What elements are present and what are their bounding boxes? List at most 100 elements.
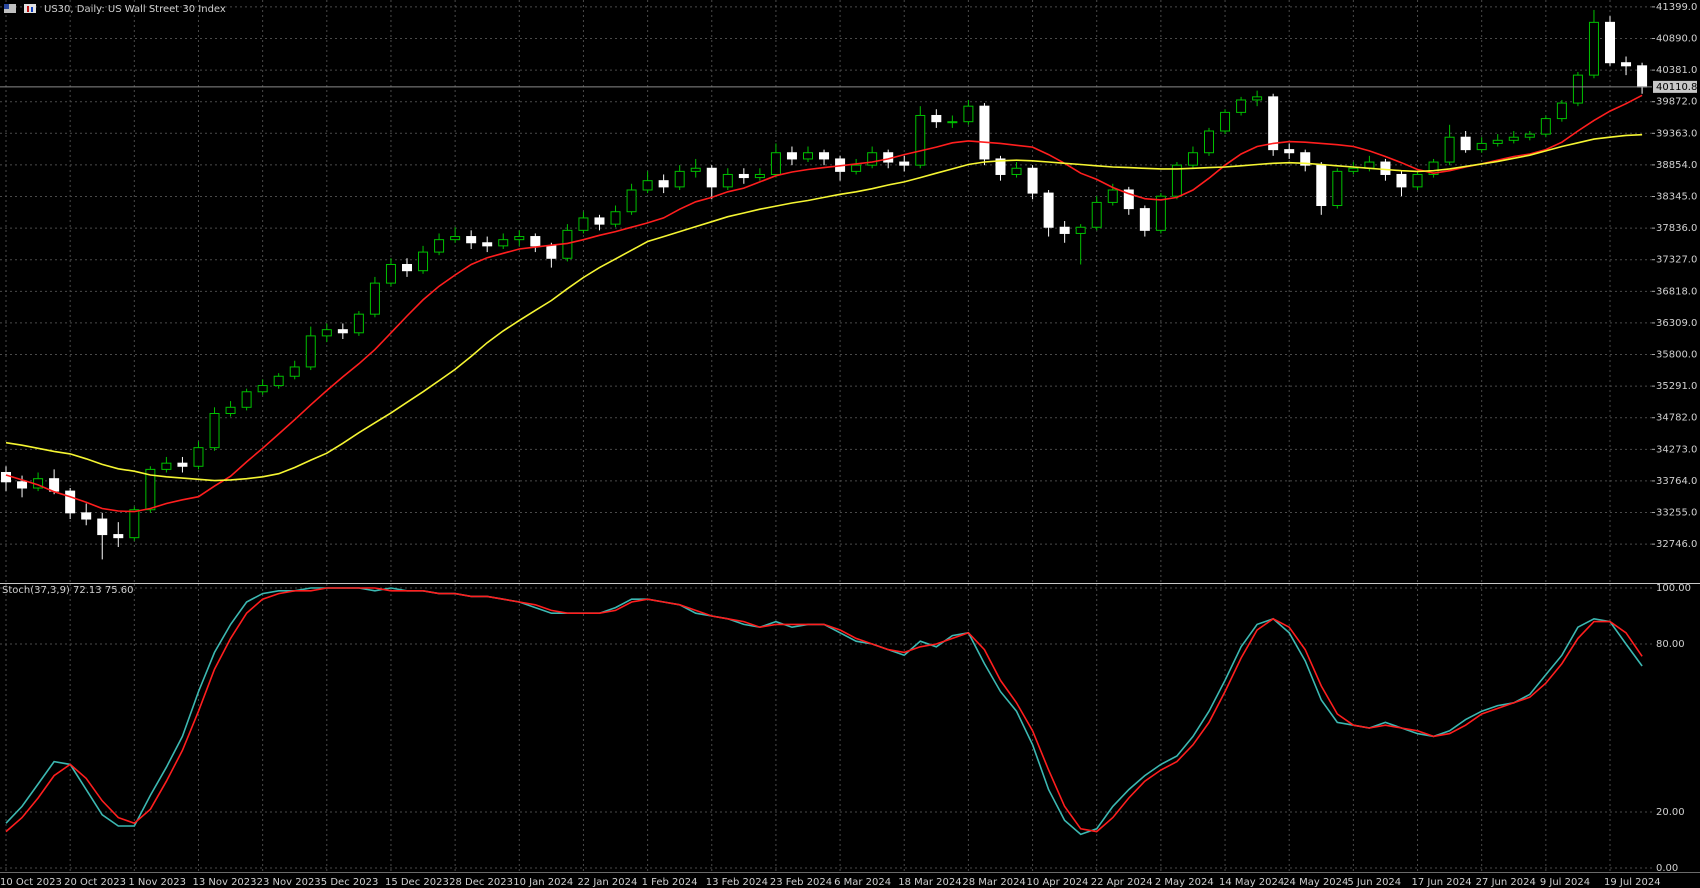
flag-icon-part bbox=[4, 4, 9, 9]
candle-body bbox=[1348, 167, 1359, 172]
candle-body bbox=[498, 239, 509, 247]
candle-body bbox=[450, 236, 461, 241]
indicator-line bbox=[5, 587, 1643, 833]
candle-body bbox=[1524, 133, 1535, 138]
y-tick-label: 36818.0 bbox=[1656, 286, 1697, 297]
candle-body bbox=[97, 518, 108, 536]
candle-body bbox=[754, 173, 765, 179]
y-tick-label: 80.00 bbox=[1656, 639, 1685, 650]
x-tick-label: 19 Jul 2024 bbox=[1604, 877, 1661, 888]
y-tick-label: 35800.0 bbox=[1656, 350, 1697, 361]
y-tick-label: 20.00 bbox=[1656, 807, 1685, 818]
candle-body bbox=[257, 385, 268, 393]
y-tick-label: 33764.0 bbox=[1656, 476, 1697, 487]
candle-body bbox=[995, 158, 1006, 175]
candle-body bbox=[241, 391, 252, 408]
candle-body bbox=[482, 242, 493, 247]
x-tick-label: 6 Mar 2024 bbox=[834, 877, 891, 888]
candle-body bbox=[770, 152, 781, 175]
candle-body bbox=[642, 180, 653, 191]
x-tick-label: 10 Apr 2024 bbox=[1027, 877, 1089, 888]
candle-body bbox=[1284, 149, 1295, 154]
y-tick-label: 36309.0 bbox=[1656, 318, 1697, 329]
x-tick-label: 22 Jan 2024 bbox=[577, 877, 637, 888]
candle-body bbox=[979, 105, 990, 160]
candle-body bbox=[674, 170, 685, 188]
y-tick-label: 32746.0 bbox=[1656, 539, 1697, 550]
moving-average-line bbox=[5, 94, 1643, 513]
candle-body bbox=[1332, 170, 1343, 207]
candle-body bbox=[1204, 130, 1214, 154]
candle-body bbox=[1380, 161, 1391, 175]
y-tick-label: 100.00 bbox=[1656, 583, 1691, 594]
candle-body bbox=[1043, 192, 1054, 228]
chart-title: US30, Daily: US Wall Street 30 Index bbox=[44, 4, 226, 15]
candle-body bbox=[402, 263, 412, 272]
marks bbox=[0, 9, 1652, 836]
candle-body bbox=[161, 462, 172, 470]
candle-body bbox=[17, 481, 28, 489]
candle-body bbox=[1637, 65, 1648, 88]
candle-body bbox=[1155, 195, 1166, 231]
candle-body bbox=[706, 167, 717, 188]
candle-body bbox=[1252, 96, 1263, 101]
moving-average-line bbox=[5, 133, 1643, 482]
candle-body bbox=[1123, 189, 1134, 210]
y-tick-label: 38345.0 bbox=[1656, 192, 1697, 203]
candle-body bbox=[1075, 226, 1086, 234]
candle-body bbox=[1059, 226, 1070, 234]
candle-body bbox=[690, 167, 701, 172]
x-tick-label: 23 Nov 2023 bbox=[257, 877, 321, 888]
candle-body bbox=[225, 406, 236, 415]
x-tick-label: 10 Jan 2024 bbox=[513, 877, 573, 888]
x-tick-label: 15 Dec 2023 bbox=[385, 877, 449, 888]
candle-body bbox=[1091, 201, 1102, 228]
candle-body bbox=[931, 114, 942, 123]
x-tick-label: 1 Feb 2024 bbox=[642, 877, 698, 888]
x-tick-label: 24 May 2024 bbox=[1283, 877, 1348, 888]
candle-body bbox=[49, 478, 60, 492]
candle-body bbox=[1556, 102, 1567, 120]
candle-body bbox=[1492, 139, 1503, 144]
y-tick-label: 0.00 bbox=[1656, 863, 1678, 874]
candle-body bbox=[1187, 152, 1198, 166]
candle-body bbox=[1444, 136, 1455, 163]
y-tick-label: 35291.0 bbox=[1656, 381, 1697, 392]
y-tick-label: 37836.0 bbox=[1656, 223, 1697, 234]
candle-body bbox=[1508, 136, 1519, 141]
candle-body bbox=[514, 236, 525, 241]
candle-body bbox=[418, 251, 429, 272]
candle-body bbox=[1300, 152, 1311, 166]
indicator-readout: 72.13 bbox=[73, 585, 102, 596]
candle-body bbox=[819, 152, 830, 160]
y-tick-label: 41399.0 bbox=[1656, 2, 1697, 13]
y-tick-label: 38854.0 bbox=[1656, 160, 1697, 171]
candle-body bbox=[738, 173, 749, 179]
candle-body bbox=[305, 335, 316, 368]
y-tick-label: 33255.0 bbox=[1656, 508, 1697, 519]
candle-body bbox=[353, 313, 364, 334]
grid bbox=[0, 0, 1652, 872]
candle-body bbox=[594, 217, 605, 225]
x-tick-label: 9 Jul 2024 bbox=[1540, 877, 1590, 888]
candle-body bbox=[193, 447, 204, 467]
candle-body bbox=[867, 152, 878, 166]
x-tick-label: 14 May 2024 bbox=[1219, 877, 1284, 888]
x-tick-label: 13 Nov 2023 bbox=[192, 877, 256, 888]
x-tick-label: 2 May 2024 bbox=[1155, 877, 1214, 888]
candle-body bbox=[289, 366, 300, 377]
x-tick-label: 17 Jun 2024 bbox=[1412, 877, 1472, 888]
indicator-label: Stoch(37,3,9) 72.13 75.60 bbox=[2, 585, 134, 596]
candle-body bbox=[1428, 161, 1439, 175]
candle-body bbox=[1412, 173, 1423, 188]
candle-body bbox=[65, 490, 76, 514]
x-tick-label: 22 Apr 2024 bbox=[1091, 877, 1153, 888]
candle-body bbox=[1572, 74, 1583, 104]
candle-body bbox=[546, 245, 557, 259]
candle-body bbox=[803, 152, 813, 160]
candle-body bbox=[466, 236, 477, 244]
x-tick-label: 10 Oct 2023 bbox=[0, 877, 62, 888]
chart-icon-part bbox=[27, 6, 29, 12]
